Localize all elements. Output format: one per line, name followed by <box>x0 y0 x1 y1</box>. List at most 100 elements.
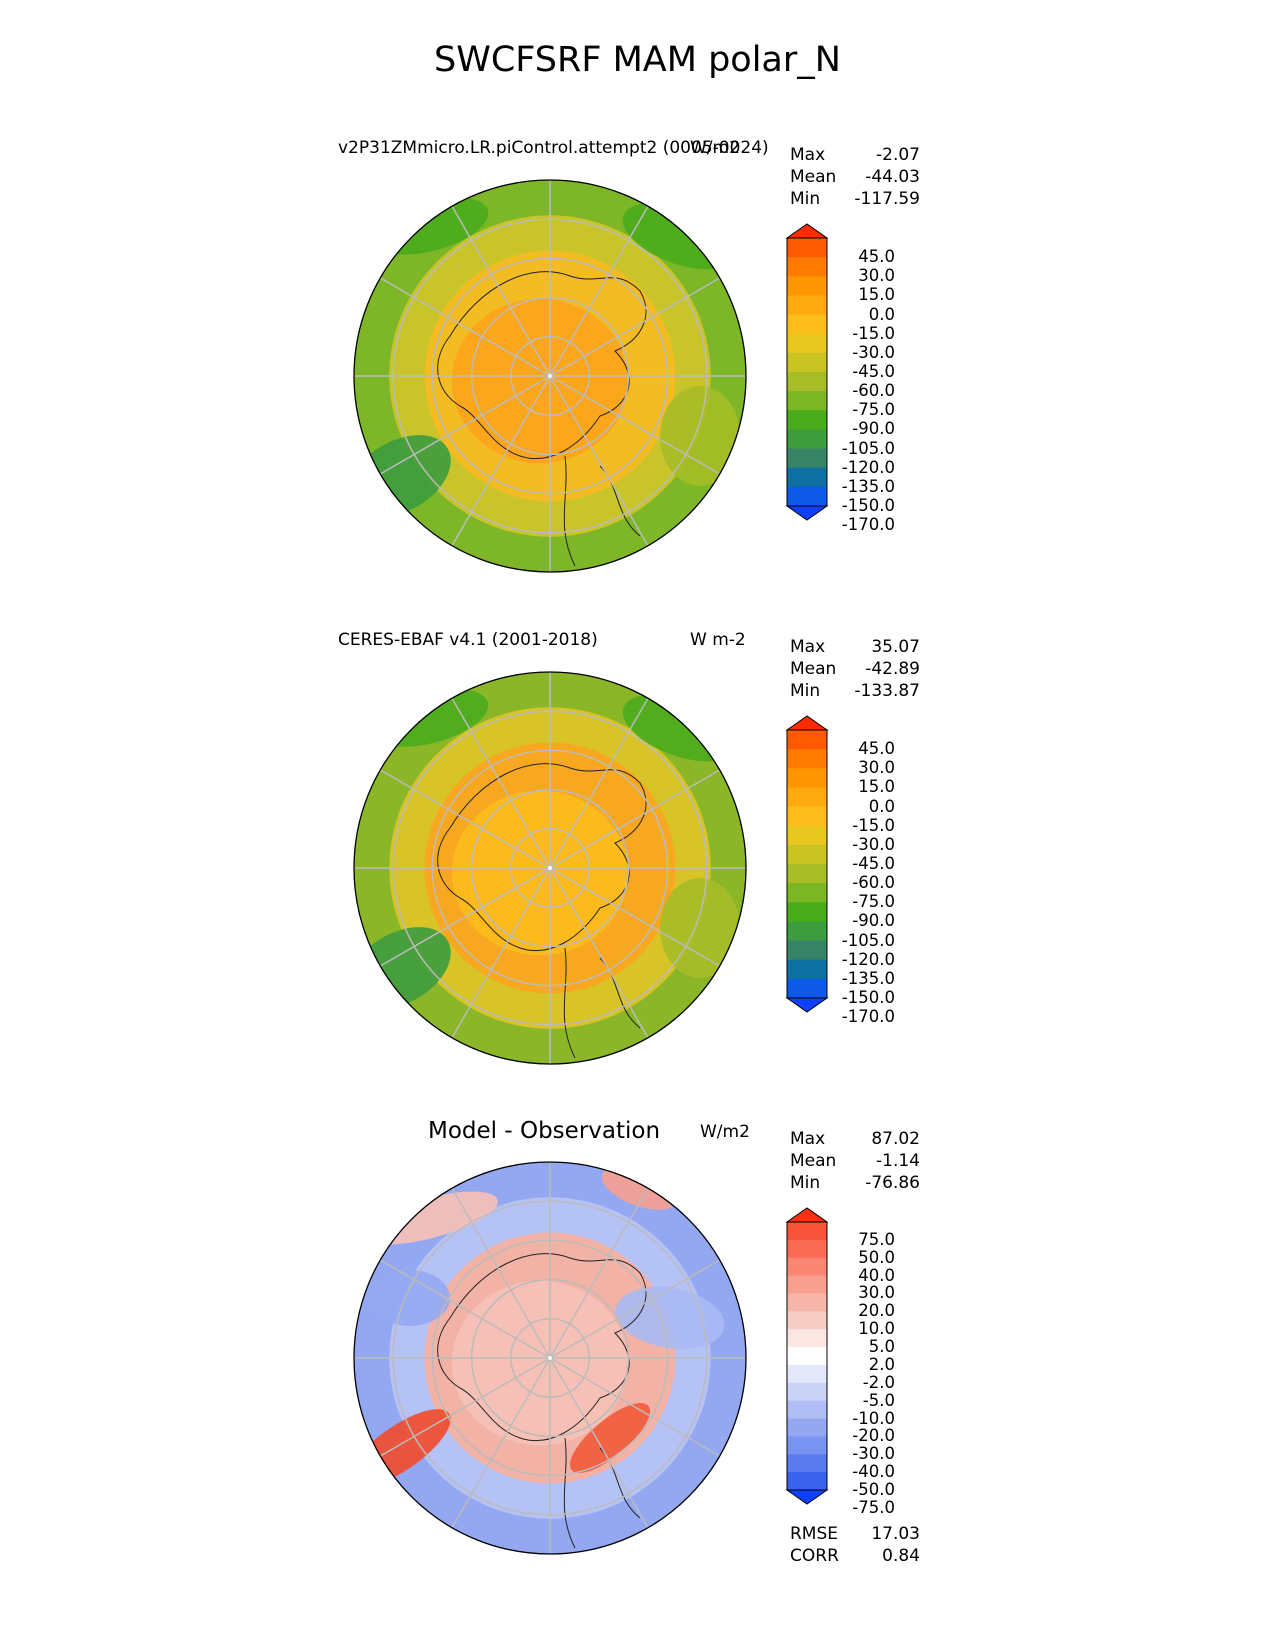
colorbar-segment <box>787 978 827 999</box>
polar-map <box>353 179 747 573</box>
colorbar-tick-label: 30.0 <box>858 1283 895 1303</box>
meridian-line <box>549 205 649 377</box>
meridian-line <box>549 277 721 377</box>
stat-min-value: -76.86 <box>865 1173 920 1193</box>
meridian-line <box>379 867 551 967</box>
colorbar-tick-label: 45.0 <box>858 247 895 267</box>
meridian-line <box>451 1357 551 1529</box>
colorbar-tick-label: 15.0 <box>858 285 895 305</box>
stat-mean-value: -44.03 <box>865 167 920 187</box>
colorbar-tick-label: -105.0 <box>841 930 895 950</box>
colorbar-segment <box>787 806 827 827</box>
meridian-line <box>549 375 649 547</box>
stat-min-value: -133.87 <box>854 681 920 701</box>
colorbar-segment <box>787 1347 827 1366</box>
colorbar-segment <box>787 391 827 411</box>
colorbar-segment <box>787 486 827 507</box>
pole-marker <box>548 1356 552 1360</box>
colorbar-tick-label: -30.0 <box>852 834 895 854</box>
field-blob <box>660 878 740 978</box>
colorbar-tick-label: -45.0 <box>852 854 895 873</box>
colorbar-segment <box>787 902 827 922</box>
corr-value: 0.84 <box>882 1546 920 1566</box>
colorbar-segment <box>787 295 827 316</box>
polar-map <box>353 671 747 1065</box>
colorbar-tick-label: 75.0 <box>858 1229 895 1249</box>
colorbar-tick-label: 15.0 <box>858 777 895 797</box>
stat-mean-label: Mean <box>790 167 837 187</box>
colorbar <box>785 1207 829 1505</box>
meridian-line <box>549 1357 721 1457</box>
colorbar-segment <box>787 844 827 865</box>
colorbar-tick-label: 5.0 <box>868 1337 895 1357</box>
colorbar-segment <box>787 1418 827 1437</box>
colorbar-segment <box>787 1436 827 1455</box>
pole-marker <box>548 866 552 870</box>
meridian-line <box>379 277 551 377</box>
colorbar-tick-label: -105.0 <box>841 438 895 458</box>
meridian-line <box>549 867 721 967</box>
stats-box: Max 35.07 Mean -42.89 Min -133.87 <box>790 636 920 702</box>
colorbar-segment <box>787 883 827 903</box>
colorbar <box>785 715 829 1013</box>
colorbar-tick-label: -5.0 <box>862 1390 895 1410</box>
colorbar-tick-label: 0.0 <box>868 304 895 324</box>
colorbar-tick-label: 2.0 <box>868 1354 895 1374</box>
meridian-line <box>549 1259 721 1359</box>
colorbar-segment <box>787 940 827 961</box>
coastline <box>563 455 576 567</box>
figure-title: SWCFSRF MAM polar_N <box>434 40 841 80</box>
colorbar-extend-max <box>785 223 829 239</box>
colorbar-tick-label: 10.0 <box>858 1319 895 1339</box>
panel-title: Model - Observation <box>428 1118 661 1144</box>
colorbar-segment <box>787 1239 827 1259</box>
colorbar-segment <box>787 1382 827 1402</box>
meridian-line <box>549 697 649 869</box>
colorbar-tick-label: 45.0 <box>858 739 895 759</box>
colorbar-segment <box>787 1311 827 1330</box>
stat-mean-value: -1.14 <box>876 1151 920 1171</box>
map-boundary <box>353 671 747 1065</box>
colorbar-tick-label: 0.0 <box>868 796 895 816</box>
colorbar-segment <box>787 467 827 488</box>
field-blob <box>660 386 740 486</box>
colorbar-tick-label: -30.0 <box>852 342 895 362</box>
panel-observation: CERES-EBAF v4.1 (2001-2018) W m-2 Max 35.… <box>0 630 1275 1100</box>
colorbar-tick-label: -15.0 <box>852 815 895 835</box>
colorbar-tick-label: -75.0 <box>852 400 895 420</box>
rmse-value: 17.03 <box>871 1524 920 1544</box>
coastline <box>437 271 647 460</box>
colorbar-tick-label: -90.0 <box>852 419 895 439</box>
stat-max-value: 35.07 <box>871 637 920 657</box>
stat-mean-label: Mean <box>790 1151 837 1171</box>
pole-marker <box>548 374 552 378</box>
panel-units: W/m2 <box>690 138 740 158</box>
colorbar-tick-label: -135.0 <box>841 968 895 988</box>
colorbar-segment <box>787 410 827 430</box>
stat-min-label: Min <box>790 1173 821 1193</box>
colorbar-tick-label: 30.0 <box>858 266 895 286</box>
colorbar-tick-label: -150.0 <box>841 496 895 515</box>
meridian-line <box>549 375 721 475</box>
stat-mean-label: Mean <box>790 659 837 679</box>
panel-units: W/m2 <box>700 1122 750 1142</box>
meridian-line <box>379 1259 551 1359</box>
colorbar-tick-label: -10.0 <box>852 1408 895 1428</box>
meridian-line <box>549 1187 649 1359</box>
colorbar-tick-label: -2.0 <box>862 1372 895 1392</box>
colorbar-tick-label: -120.0 <box>841 949 895 969</box>
colorbar-segment <box>787 730 827 750</box>
map-boundary <box>353 179 747 573</box>
colorbar-tick-label: -60.0 <box>852 381 895 401</box>
stat-max-label: Max <box>790 1129 826 1149</box>
colorbar-segment <box>787 921 827 942</box>
colorbar-tick-label: -40.0 <box>852 1462 895 1482</box>
colorbar-tick-label: -20.0 <box>852 1426 895 1446</box>
colorbar-segment <box>787 372 827 392</box>
colorbar-tick-label: -135.0 <box>841 476 895 496</box>
colorbar-tick-label: -120.0 <box>841 457 895 477</box>
colorbar-segment <box>787 1275 827 1294</box>
colorbar-tick-label: 40.0 <box>858 1265 895 1285</box>
meridian-line <box>451 375 551 547</box>
corr-label: CORR <box>790 1546 839 1566</box>
